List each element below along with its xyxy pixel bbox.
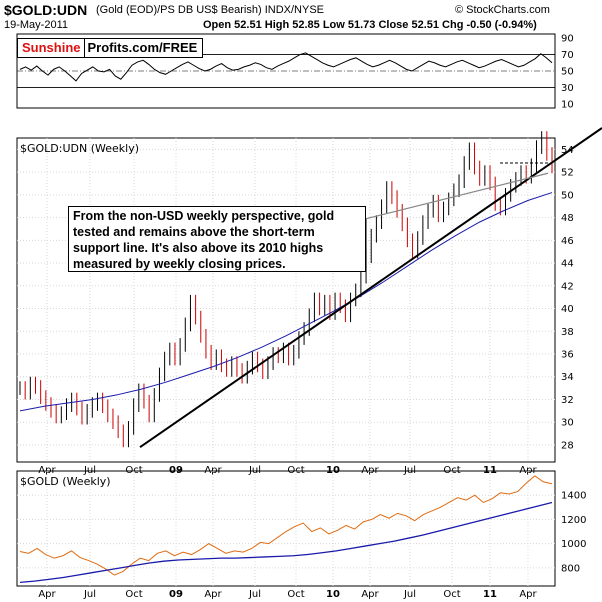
tick-label-x-2-6: Oct — [287, 589, 304, 600]
tick-label-x-1-10: Oct — [443, 465, 460, 476]
tick-label-x-2-11: 11 — [483, 589, 497, 600]
price-ma-line — [19, 192, 553, 412]
tick-label-x-2-3: 09 — [169, 589, 183, 600]
tick-label-y-1-2: 32 — [561, 395, 574, 406]
panel-frame-2 — [16, 470, 556, 587]
tick-label-y-1-10: 48 — [561, 213, 574, 224]
tick-label-y-0-0: 10 — [561, 99, 574, 110]
tick-label-x-1-2: Oct — [125, 465, 142, 476]
tick-label-x-1-12: Apr — [519, 465, 537, 476]
tick-label-y-1-11: 50 — [561, 190, 574, 201]
gold-price-line — [19, 475, 553, 576]
tick-label-y-2-3: 1400 — [561, 491, 586, 502]
tick-label-y-2-0: 800 — [561, 563, 580, 574]
tick-label-y-1-6: 40 — [561, 304, 574, 315]
annotation-box: From the non-USD weekly perspective, gol… — [68, 206, 366, 272]
rsi-line — [19, 52, 553, 82]
tick-label-x-2-12: Apr — [519, 589, 537, 600]
tick-label-x-1-4: Apr — [204, 465, 222, 476]
tick-label-x-2-0: Apr — [38, 589, 56, 600]
ohlc-readout: Open 52.51 High 52.85 Low 51.73 Close 52… — [203, 19, 537, 31]
tick-label-y-2-1: 1000 — [561, 539, 586, 550]
chart-description: (Gold (EOD)/PS DB US$ Bearish) INDX/NYSE — [96, 4, 325, 16]
panel-frame-1 — [16, 137, 556, 463]
chart-symbol: $GOLD:UDN — [4, 2, 88, 18]
tick-label-x-2-9: Jul — [403, 589, 416, 600]
tick-label-x-1-5: Jul — [248, 465, 261, 476]
tick-label-y-0-1: 30 — [561, 83, 574, 94]
tick-label-x-1-11: 11 — [483, 465, 497, 476]
tick-label-y-1-13: 54 — [561, 145, 574, 156]
tick-label-x-2-1: Jul — [83, 589, 96, 600]
tick-label-y-1-3: 34 — [561, 372, 574, 383]
tick-label-x-2-4: Apr — [204, 589, 222, 600]
stockcharts-brand: © StockCharts.com — [455, 4, 550, 16]
resistance-trendline — [365, 172, 549, 220]
tick-label-y-1-7: 42 — [561, 281, 574, 292]
tick-label-y-1-4: 36 — [561, 350, 574, 361]
tick-label-x-1-7: 10 — [326, 465, 340, 476]
tick-label-x-1-6: Oct — [287, 465, 304, 476]
tick-label-y-1-1: 30 — [561, 418, 574, 429]
tick-label-x-2-2: Oct — [125, 589, 142, 600]
tick-label-x-2-7: 10 — [326, 589, 340, 600]
tick-label-y-1-8: 44 — [561, 259, 574, 270]
sunshine-profits-badge: Sunshine Profits.com/FREE — [17, 38, 203, 58]
tick-label-y-2-2: 1200 — [561, 515, 586, 526]
tick-label-x-1-9: Jul — [403, 465, 416, 476]
tick-label-x-2-8: Apr — [361, 589, 379, 600]
gold-panel-title: $GOLD (Weekly) — [20, 475, 111, 488]
main-panel-title: $GOLD:UDN (Weekly) — [20, 142, 140, 155]
tick-label-y-1-12: 52 — [561, 168, 574, 179]
badge-profits: Profits.com/FREE — [87, 40, 198, 55]
tick-label-y-1-5: 38 — [561, 327, 574, 338]
support-trendline — [139, 127, 602, 449]
tick-label-x-1-0: Apr — [38, 465, 56, 476]
badge-sunshine: Sunshine — [18, 39, 85, 57]
tick-label-y-0-4: 90 — [561, 34, 574, 45]
tick-label-x-2-10: Oct — [443, 589, 460, 600]
gold-ma-line — [19, 501, 553, 584]
chart-date: 19-May-2011 — [4, 19, 68, 31]
tick-label-x-1-3: 09 — [169, 465, 183, 476]
tick-label-x-1-8: Apr — [361, 465, 379, 476]
tick-label-y-0-3: 70 — [561, 50, 574, 61]
tick-label-x-2-5: Jul — [248, 589, 261, 600]
tick-label-y-1-9: 46 — [561, 236, 574, 247]
tick-label-y-0-2: 50 — [561, 67, 574, 78]
tick-label-y-1-0: 28 — [561, 440, 574, 451]
tick-label-x-1-1: Jul — [83, 465, 96, 476]
